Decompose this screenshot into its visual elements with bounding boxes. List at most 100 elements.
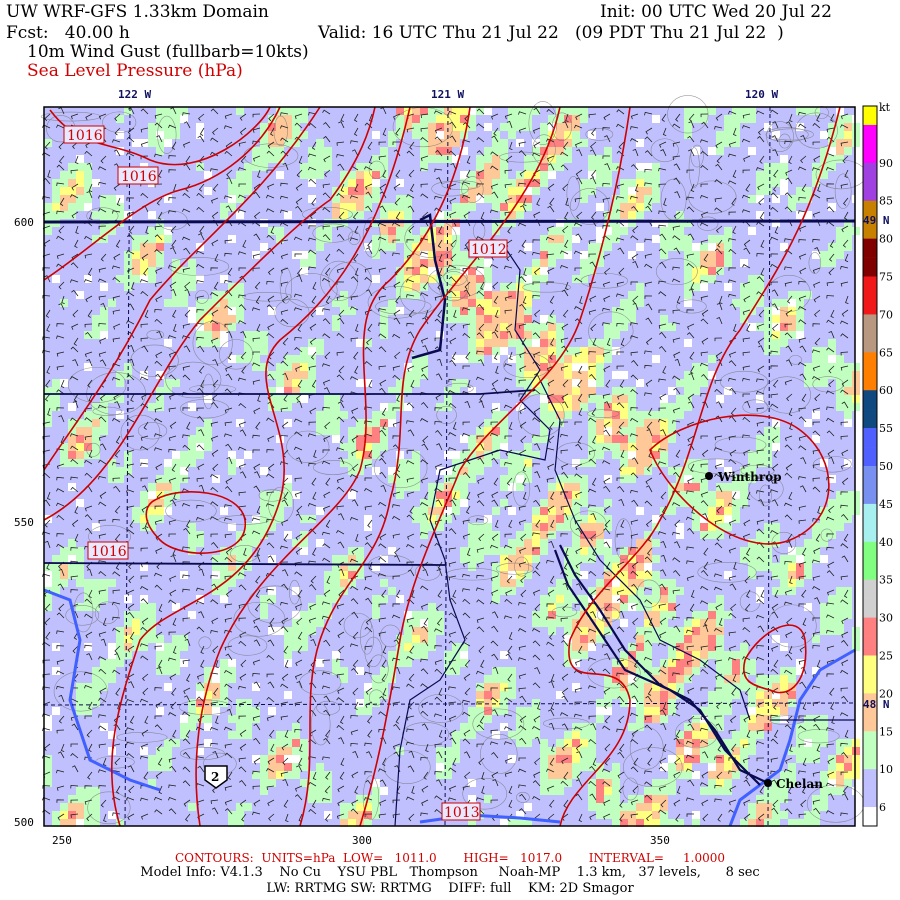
gust-cell (284, 107, 292, 115)
wind-barb (169, 281, 177, 289)
gust-cell (212, 587, 220, 595)
gust-cell (508, 195, 516, 203)
wind-barb (154, 447, 163, 451)
gust-cell (140, 267, 148, 275)
gust-cell (276, 363, 284, 371)
gust-cell (852, 747, 860, 755)
wind-barb (211, 211, 219, 219)
wind-barb (546, 225, 555, 232)
gust-cell (596, 259, 604, 267)
wind-barb (437, 309, 443, 318)
gust-cell (668, 427, 676, 435)
wind-barb (210, 137, 219, 143)
gust-cell (716, 691, 724, 699)
gust-cell (364, 459, 372, 467)
gust-cell (436, 131, 444, 139)
gust-cell (652, 427, 660, 435)
wind-barb (70, 169, 79, 174)
gust-cell (484, 675, 492, 683)
gust-cell (428, 611, 436, 619)
gust-cell (476, 275, 484, 283)
gust-cell (140, 747, 148, 755)
wind-barb (56, 335, 65, 339)
wind-barb (673, 430, 681, 437)
gust-cell (188, 307, 196, 315)
gust-cell (668, 635, 676, 643)
gust-cell (756, 547, 764, 555)
wind-barb (70, 113, 79, 120)
gust-cell (668, 651, 676, 659)
gust-cell (548, 531, 556, 539)
wind-barb (658, 210, 667, 215)
gust-cell (676, 499, 684, 507)
gust-cell (276, 387, 284, 395)
gust-cell (476, 435, 484, 443)
gust-cell (52, 811, 60, 819)
wind-barb (308, 462, 317, 467)
wind-barb (338, 121, 345, 129)
gust-cell (540, 619, 548, 627)
wind-barb (168, 155, 177, 159)
gust-cell (732, 499, 740, 507)
wind-barb (770, 263, 779, 269)
gust-cell (612, 587, 620, 595)
gust-cell (500, 563, 508, 571)
gust-cell (524, 195, 532, 203)
wind-barb (518, 182, 527, 187)
wind-barb (308, 112, 317, 116)
gust-cell (644, 547, 652, 555)
wind-barb (603, 429, 611, 437)
gust-cell (236, 315, 244, 323)
gust-cell (372, 419, 380, 427)
gust-cell (556, 763, 564, 771)
gust-cell (236, 283, 244, 291)
gust-cell (452, 491, 460, 499)
gust-cell (852, 379, 860, 387)
gust-cell (556, 747, 564, 755)
wind-barb (56, 365, 65, 371)
wind-barb (756, 167, 765, 171)
gust-cell (836, 627, 844, 635)
gust-cell (628, 387, 636, 395)
gust-cell (788, 291, 796, 299)
gust-cell (612, 667, 620, 675)
wind-barb (98, 208, 107, 213)
gust-cell (836, 779, 844, 787)
gust-cell (412, 363, 420, 371)
wind-barb (84, 472, 93, 479)
wind-barb (630, 235, 639, 241)
wind-barb (253, 211, 261, 219)
gust-cell (348, 491, 356, 499)
gust-cell (484, 331, 492, 339)
gust-cell (684, 115, 692, 123)
gust-cell (148, 275, 156, 283)
wind-barb (113, 323, 121, 330)
wind-barb (70, 433, 79, 437)
gust-cell (300, 739, 308, 747)
gust-cell (300, 635, 308, 643)
wind-barb (86, 190, 93, 199)
gust-cell (260, 491, 268, 499)
gust-cell (596, 339, 604, 347)
wind-barb (616, 351, 625, 355)
gust-cell (572, 555, 580, 563)
gust-cell (116, 115, 124, 123)
wind-barb (141, 253, 149, 261)
gust-cell (780, 707, 788, 715)
gust-cell (564, 739, 572, 747)
wind-barb (99, 393, 107, 401)
wind-barb (420, 237, 429, 242)
wind-barb (210, 319, 219, 325)
wind-barb (532, 281, 540, 285)
gust-cell (500, 427, 508, 435)
wind-barb (88, 183, 93, 193)
wind-barb (71, 183, 79, 191)
gust-cell (572, 683, 580, 691)
wind-barb (756, 323, 765, 330)
gust-cell (404, 379, 412, 387)
gust-cell (756, 291, 764, 299)
gust-cell (100, 315, 108, 323)
gust-cell (836, 363, 844, 371)
wind-barb (533, 211, 541, 218)
gust-cell (668, 595, 676, 603)
